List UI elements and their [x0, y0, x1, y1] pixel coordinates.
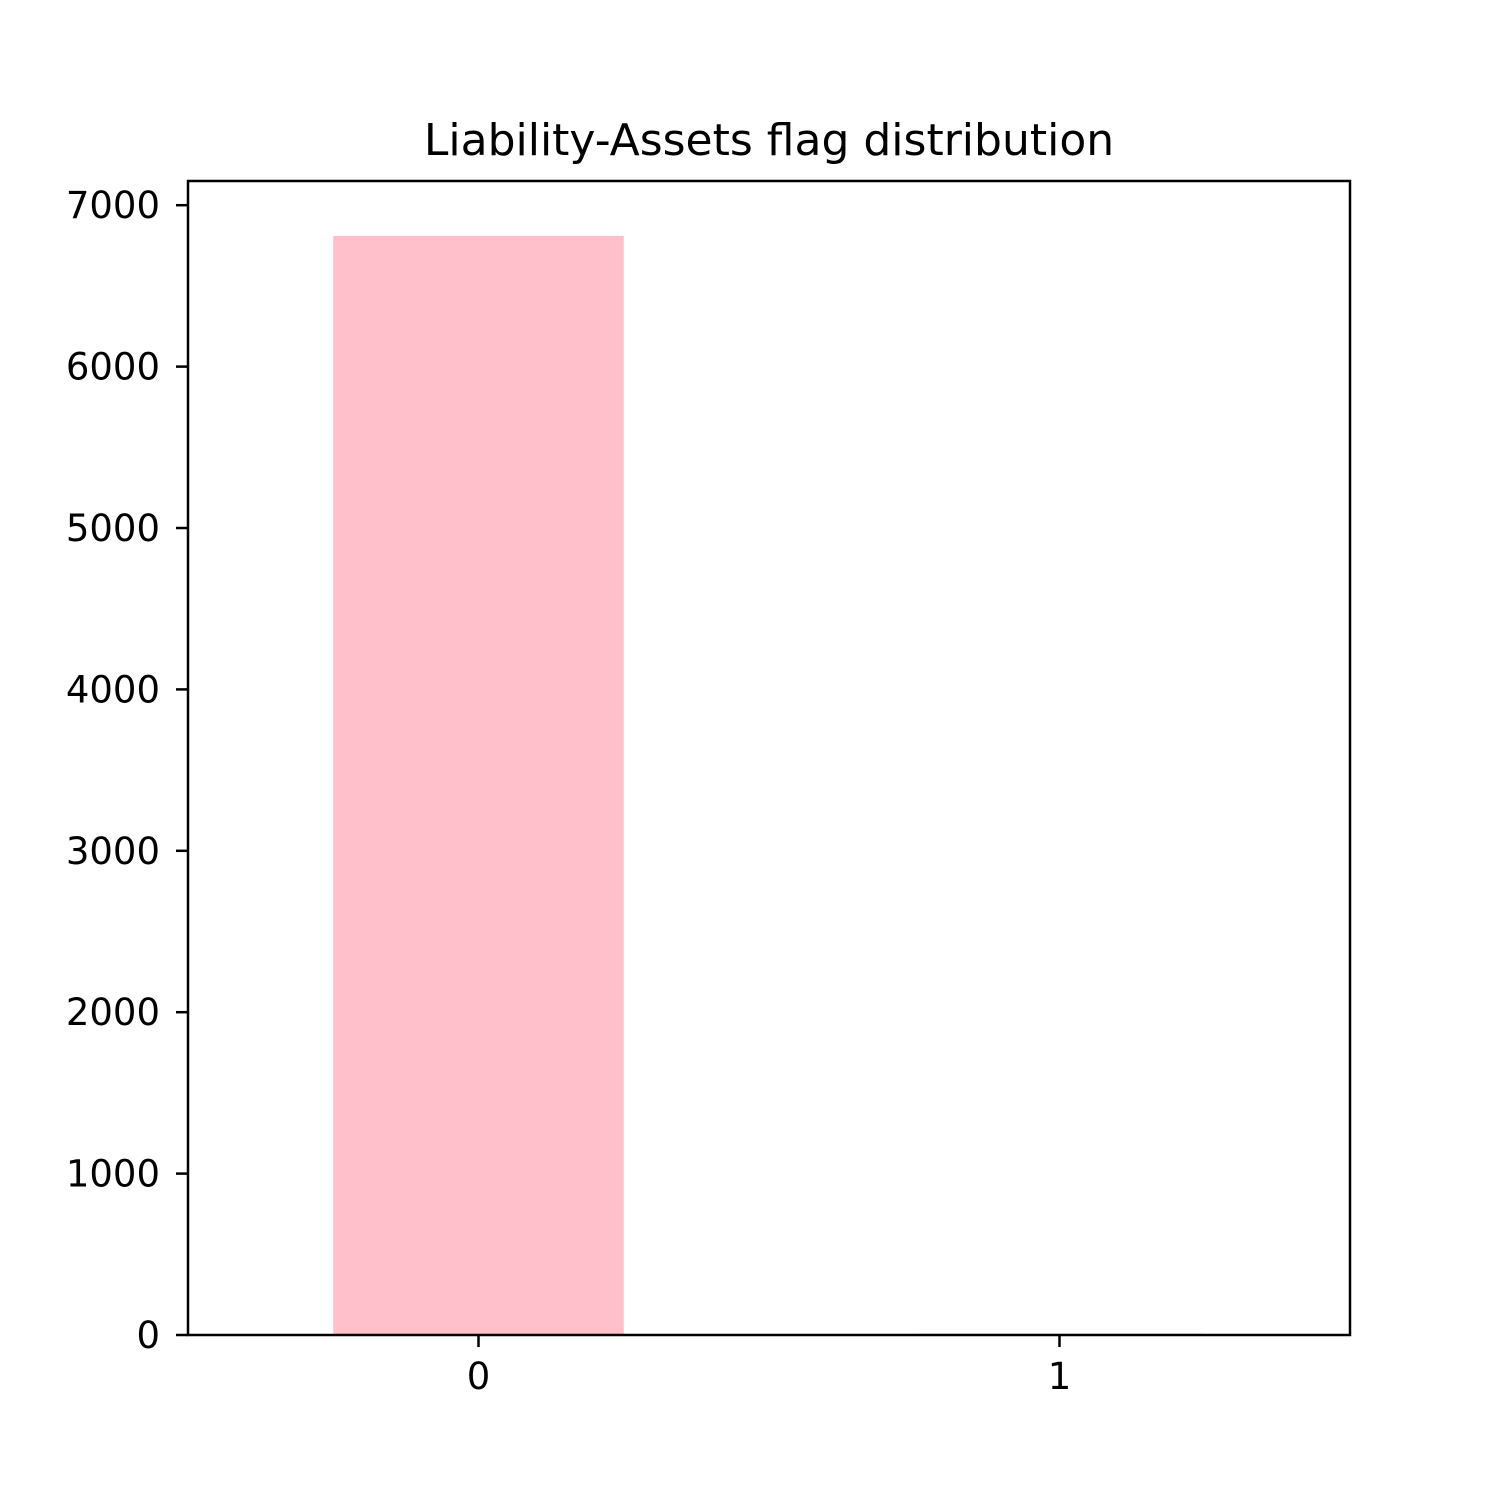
- y-tick-label: 4000: [66, 668, 160, 711]
- y-axis: 0 1000 2000 3000 4000 5000 6000 7000: [66, 184, 188, 1357]
- chart-title: Liability-Assets flag distribution: [424, 115, 1114, 166]
- y-tick-label: 3000: [66, 830, 160, 873]
- y-tick-label: 1000: [66, 1153, 160, 1196]
- y-tick-label: 0: [136, 1314, 160, 1357]
- y-tick-label: 7000: [66, 184, 160, 227]
- x-tick-label: 1: [1048, 1355, 1072, 1398]
- bars-layer: [333, 235, 1205, 1336]
- y-tick-label: 2000: [66, 991, 160, 1034]
- x-tick-label: 0: [467, 1355, 491, 1398]
- y-tick-label: 5000: [66, 507, 160, 550]
- plot-frame: [186, 179, 1352, 1337]
- y-tick-label: 6000: [66, 346, 160, 389]
- bar-0: [333, 235, 624, 1336]
